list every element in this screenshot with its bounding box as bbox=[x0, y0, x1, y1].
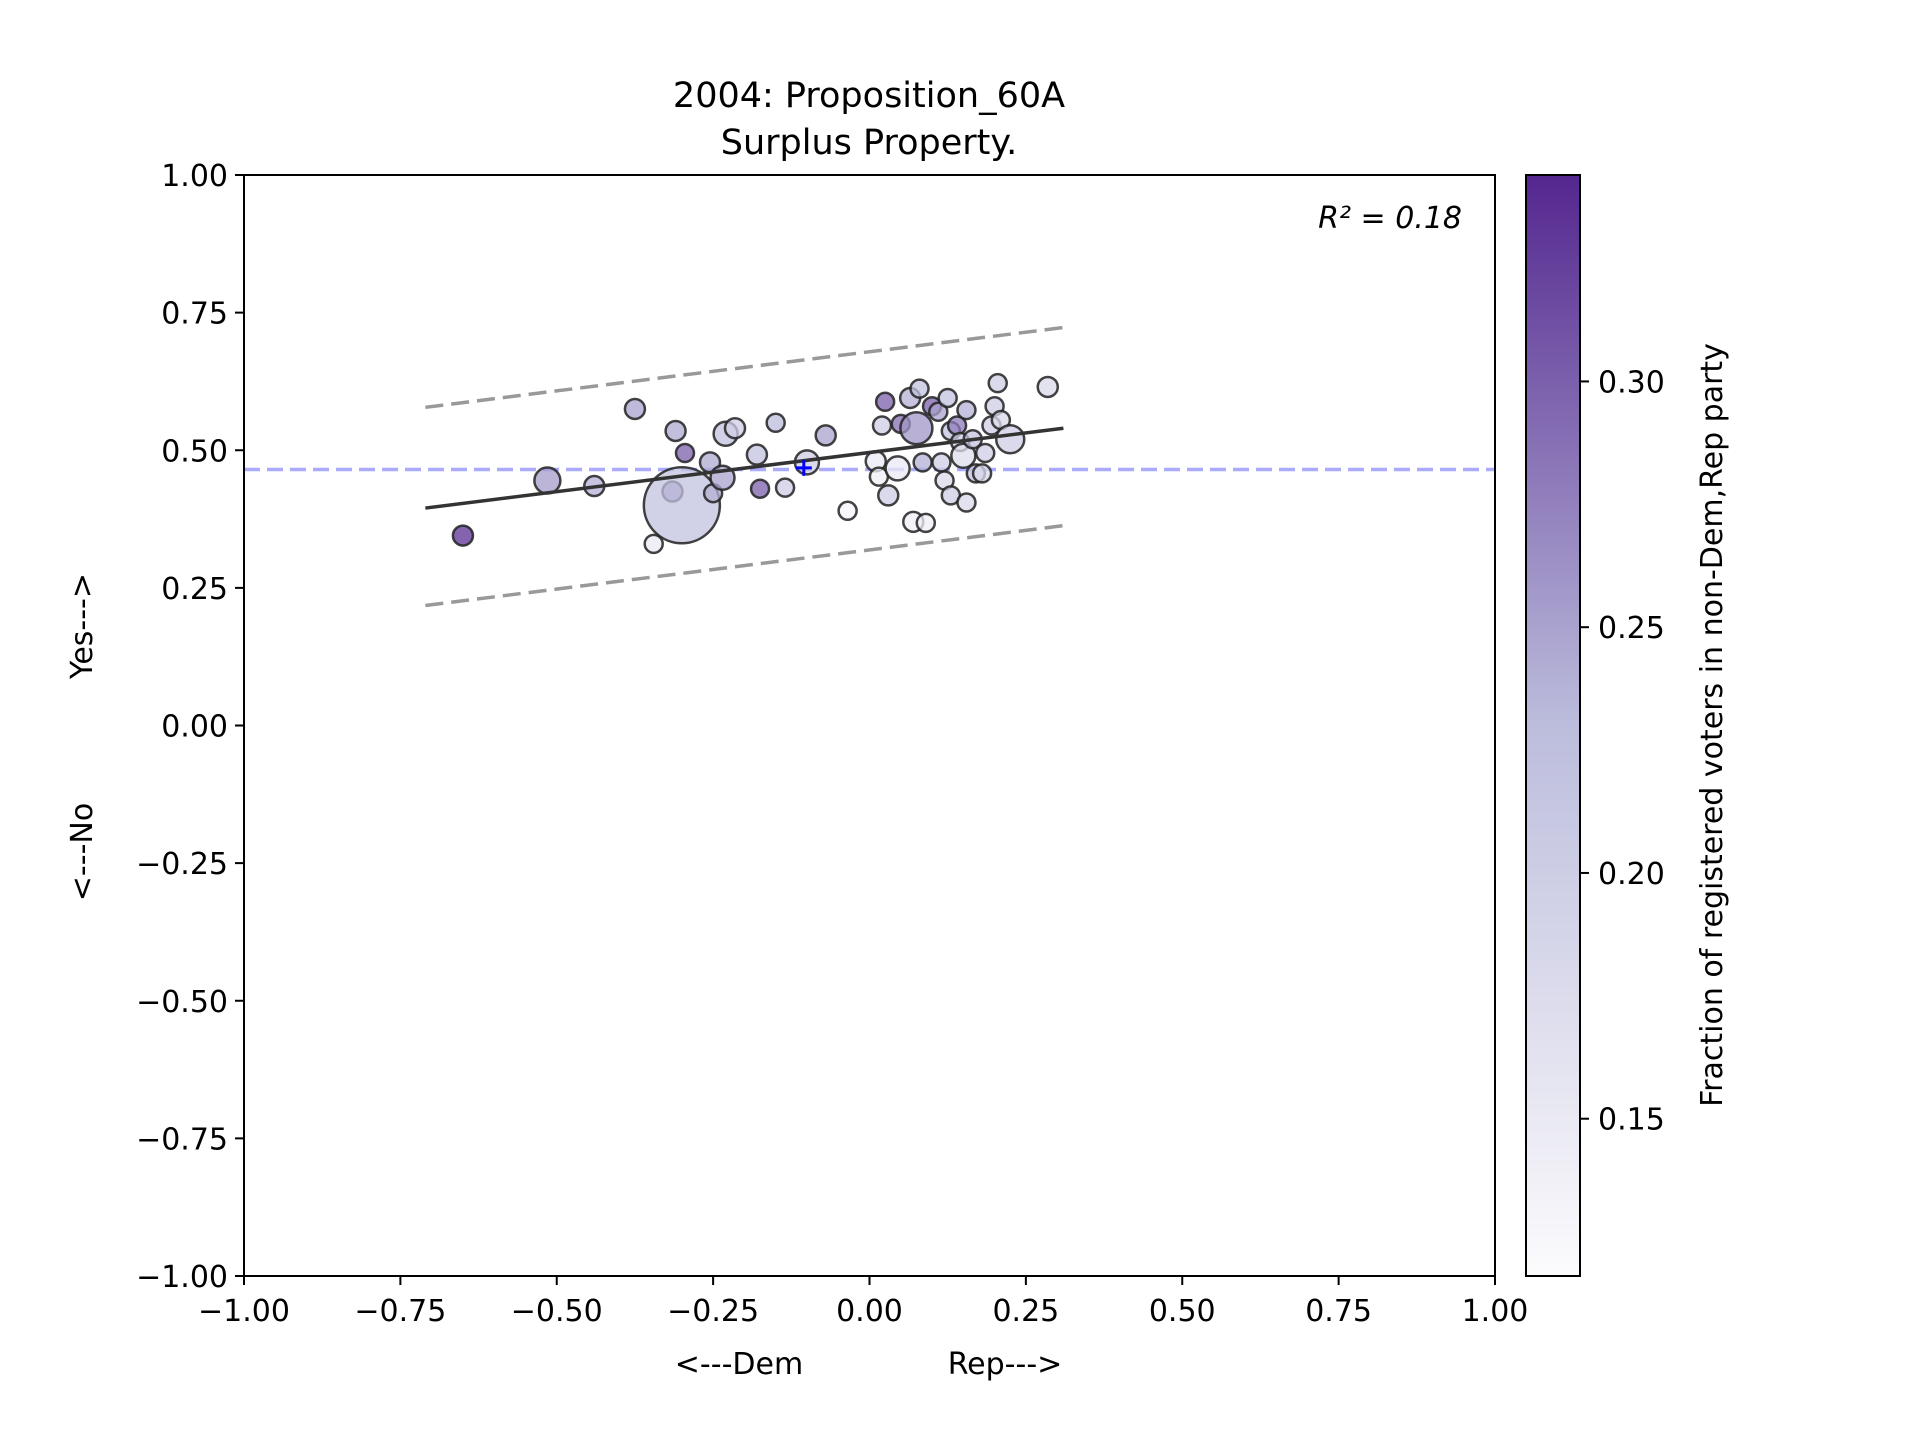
data-point bbox=[871, 415, 893, 436]
colorbar-tick-label: 0.15 bbox=[1598, 1103, 1665, 1138]
data-point bbox=[937, 387, 958, 409]
x-tick-label: 0.75 bbox=[1305, 1294, 1372, 1329]
data-point bbox=[956, 399, 977, 421]
data-point bbox=[664, 419, 687, 443]
data-point bbox=[994, 423, 1026, 455]
lower-band-line bbox=[425, 523, 1064, 608]
data-point bbox=[814, 424, 837, 447]
colorbar bbox=[1525, 174, 1581, 1277]
x-tick-label: −0.75 bbox=[354, 1294, 446, 1329]
data-point bbox=[774, 477, 796, 498]
x-tick-label: 0.00 bbox=[836, 1294, 903, 1329]
y-axis: −1.00 −0.75 −0.50 −0.25 0.00 0.25 0.50 0.75 1.00 bbox=[136, 159, 244, 1295]
regression-line bbox=[425, 426, 1064, 510]
plot-area bbox=[244, 325, 1495, 608]
data-point bbox=[884, 455, 911, 482]
x-tick-label: 1.00 bbox=[1462, 1294, 1529, 1329]
x-axis-label-left: <---Dem bbox=[675, 1347, 803, 1382]
colorbar-label: Fraction of registered voters in non-Dem… bbox=[1695, 343, 1730, 1107]
mean-marker bbox=[795, 459, 812, 476]
colorbar-axis: 0.15 0.20 0.25 0.30 bbox=[1580, 365, 1665, 1138]
data-point bbox=[642, 466, 722, 545]
y-tick-label: 0.50 bbox=[161, 434, 228, 469]
data-point bbox=[749, 478, 771, 500]
data-point bbox=[1036, 375, 1060, 399]
x-tick-label: 0.25 bbox=[992, 1294, 1059, 1329]
y-tick-label: −0.75 bbox=[136, 1122, 228, 1157]
data-point bbox=[899, 410, 934, 446]
y-tick-label: −0.50 bbox=[136, 985, 228, 1020]
data-point bbox=[674, 442, 696, 464]
x-tick-label: −0.50 bbox=[511, 1294, 603, 1329]
y-tick-label: 0.25 bbox=[161, 572, 228, 607]
y-tick-label: −0.25 bbox=[136, 847, 228, 882]
chart-title: 2004: Proposition_60A bbox=[673, 76, 1065, 116]
data-point bbox=[931, 452, 952, 473]
colorbar-tick-label: 0.25 bbox=[1598, 611, 1665, 646]
data-point bbox=[956, 492, 977, 513]
y-tick-label: 0.00 bbox=[161, 710, 228, 745]
colorbar-tick-label: 0.30 bbox=[1598, 365, 1665, 400]
upper-band-line bbox=[425, 325, 1064, 410]
data-point bbox=[643, 533, 664, 555]
colorbar-tick-label: 0.20 bbox=[1598, 857, 1665, 892]
data-point bbox=[723, 416, 747, 440]
data-point bbox=[765, 412, 786, 433]
plot-frame bbox=[243, 174, 1496, 1277]
data-point bbox=[745, 443, 769, 466]
data-point bbox=[877, 484, 900, 507]
x-tick-label: 0.50 bbox=[1149, 1294, 1216, 1329]
y-axis-label-bottom: <---No bbox=[65, 803, 100, 901]
x-axis: −1.00 −0.75 −0.50 −0.25 0.00 0.25 0.50 0.75 1.00 bbox=[198, 1276, 1528, 1329]
r-squared-annotation: R² = 0.18 bbox=[1318, 201, 1462, 236]
data-point bbox=[874, 391, 896, 413]
y-tick-label: −1.00 bbox=[136, 1260, 228, 1295]
data-point bbox=[451, 524, 475, 547]
y-tick-label: 0.75 bbox=[161, 297, 228, 332]
data-point bbox=[533, 466, 562, 495]
data-point bbox=[987, 372, 1008, 394]
data-point bbox=[974, 442, 996, 464]
chart-subtitle: Surplus Property. bbox=[721, 123, 1018, 163]
x-tick-label: −0.25 bbox=[667, 1294, 759, 1329]
y-axis-label-top: Yes---> bbox=[65, 573, 100, 680]
data-point bbox=[909, 378, 930, 399]
data-point bbox=[837, 500, 858, 522]
data-point bbox=[928, 401, 949, 422]
x-tick-label: −1.00 bbox=[198, 1294, 290, 1329]
x-axis-label-right: Rep---> bbox=[948, 1347, 1063, 1382]
data-point bbox=[623, 397, 647, 421]
data-point bbox=[912, 452, 933, 473]
data-point bbox=[915, 512, 937, 534]
data-point bbox=[950, 442, 977, 470]
data-point bbox=[971, 463, 993, 484]
y-tick-label: 1.00 bbox=[161, 159, 228, 194]
